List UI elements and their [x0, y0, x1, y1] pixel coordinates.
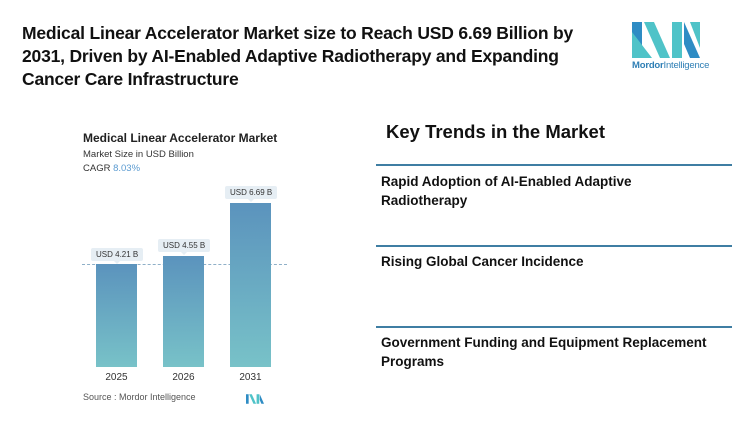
x-label-2026: 2026 [172, 372, 195, 383]
logo-mark-icon [632, 22, 700, 58]
chart-subtitle: Market Size in USD Billion [83, 149, 194, 160]
mordor-intelligence-logo: MordorIntelligence [632, 22, 712, 71]
headline: Medical Linear Accelerator Market size t… [22, 23, 574, 89]
chart-source: Source : Mordor Intelligence [83, 392, 196, 402]
bar-label-2026: USD 4.55 B [158, 239, 211, 255]
divider [376, 164, 732, 166]
key-trends-title: Key Trends in the Market [386, 121, 605, 142]
bar-2031 [230, 203, 271, 367]
logo-wordmark: MordorIntelligence [632, 60, 710, 71]
bar-label-2025: USD 4.21 B [91, 248, 144, 264]
trend-item: Government Funding and Equipment Replace… [381, 335, 707, 369]
bar-2025 [96, 264, 137, 367]
x-label-2031: 2031 [239, 372, 262, 383]
chart-title: Medical Linear Accelerator Market [83, 131, 278, 145]
x-label-2025: 2025 [105, 372, 128, 383]
small-logo-icon [246, 391, 264, 409]
trend-item: Rising Global Cancer Incidence [381, 254, 584, 269]
cagr-value: 8.03% [113, 163, 141, 174]
divider [376, 245, 732, 247]
divider [376, 326, 732, 328]
cagr: CAGR 8.03% [83, 163, 141, 174]
trend-item: Rapid Adoption of AI-Enabled Adaptive Ra… [381, 174, 632, 208]
bar-label-2031: USD 6.69 B [225, 186, 278, 202]
bar-2026 [163, 256, 204, 367]
